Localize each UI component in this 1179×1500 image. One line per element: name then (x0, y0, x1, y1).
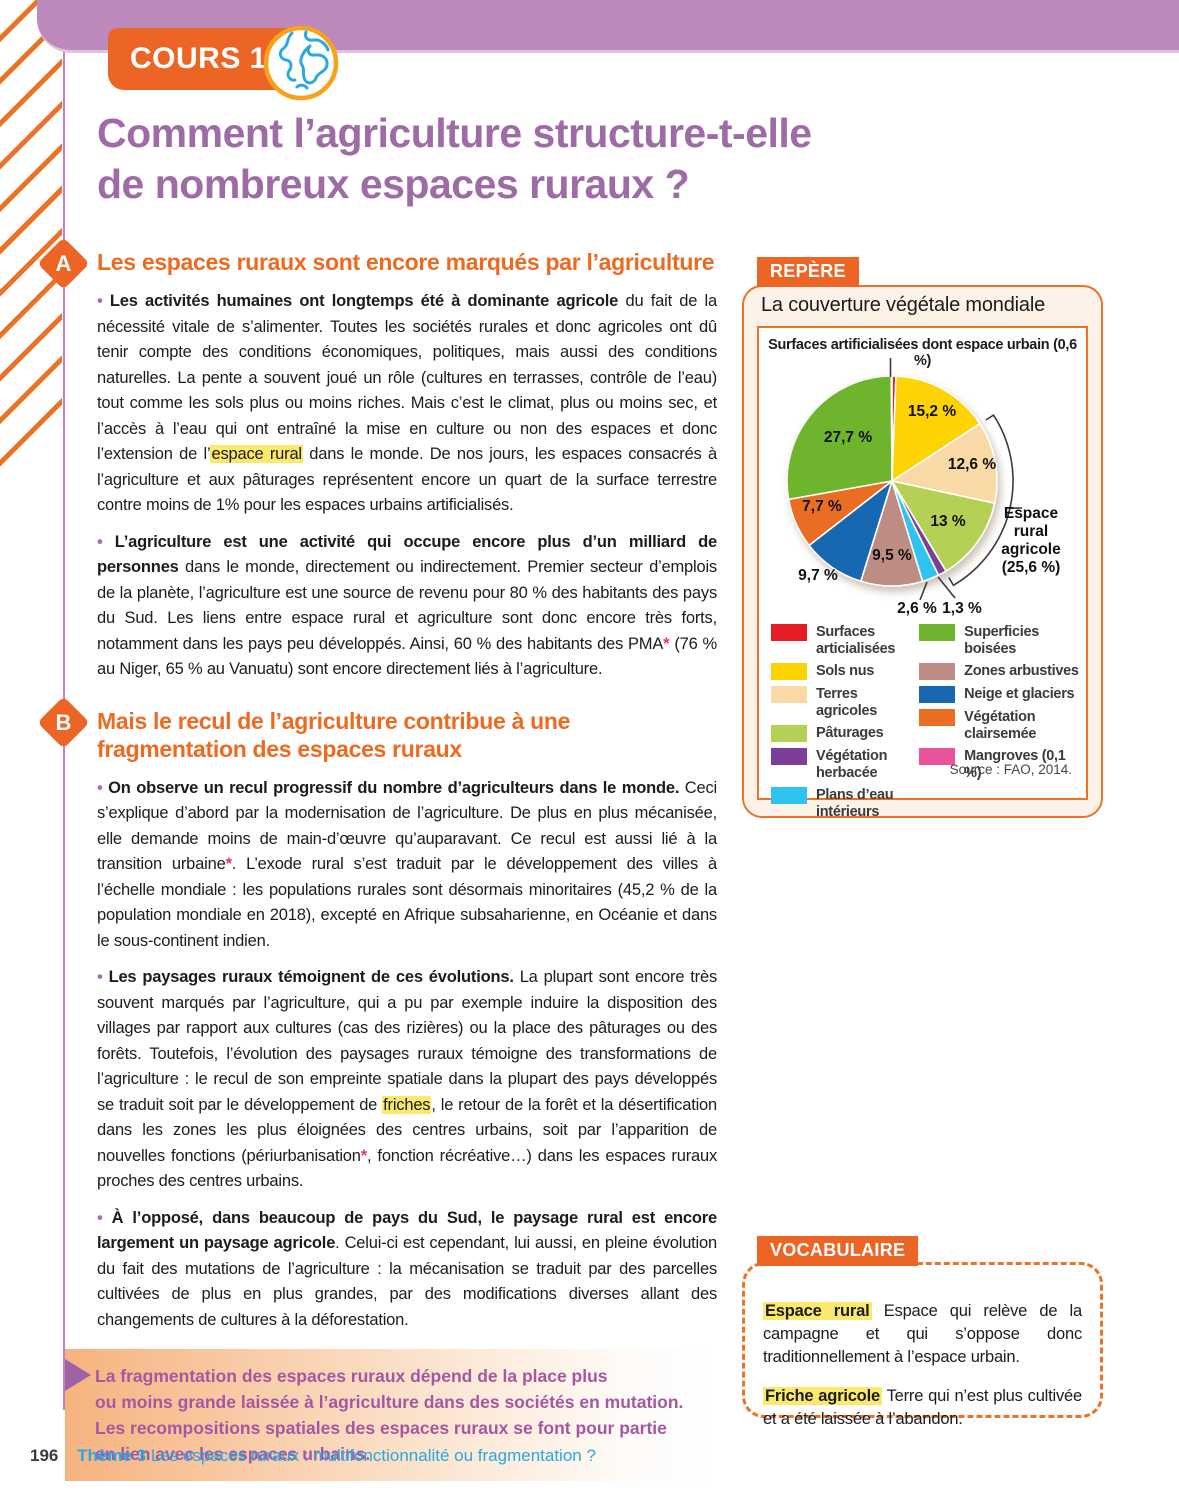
legend-label: Surfaces articialisées (816, 624, 896, 657)
pie-chart-figure: Surfaces artificialisées dont espace urb… (757, 326, 1090, 820)
legend-swatch-paturages (771, 725, 807, 742)
chart-callout-lines (889, 358, 1023, 601)
vocabulaire-box: Espace rural Espace qui relève de la cam… (742, 1262, 1103, 1428)
pie-label-terres-agricoles: 12,6 % (947, 456, 997, 473)
legend-column-left: Surfaces articialisées Sols nus Terres agr… (771, 624, 919, 826)
chart-source: Source : FAO, 2014. (949, 762, 1072, 777)
legend-swatch-plans-eau-interieurs (771, 787, 807, 804)
pie-slice-mangroves (890, 375, 893, 482)
paragraph-a2: • L’agriculture est une activité qui occ… (97, 532, 717, 679)
theme-title: Les espaces ruraux : multifonctionnalité… (150, 1446, 596, 1465)
section-a-heading: A Les espaces ruraux sont encore marqués… (37, 237, 717, 290)
corner-stripes-decoration (0, 0, 62, 488)
legend-item-vegetation-herbacee: Végétation herbacée (771, 748, 919, 781)
legend-swatch-neige-et-glaciers (919, 686, 956, 703)
legend-item-mangroves: Mangroves (0,1 %) (919, 748, 1080, 781)
page-number: 196 (30, 1446, 59, 1465)
legend-item-zones-arbustives: Zones arbustives (919, 663, 1080, 680)
legend-swatch-surfaces-artificialisees (771, 624, 807, 641)
summary-arrow-icon (65, 1359, 91, 1391)
paragraph-a1: • Les activités humaines ont longtemps é… (97, 292, 717, 514)
chart-legend: Surfaces articialisées Sols nus Terres agr… (771, 624, 1080, 826)
vocabulaire-label: VOCABULAIRE (757, 1236, 919, 1266)
vocab-definition: Terre qui n’est plus cultivée et a été l… (763, 1387, 1082, 1428)
legend-swatch-sols-nus (771, 663, 807, 680)
page-footer: 196 Thème 3 Les espaces ruraux : multifo… (30, 1446, 596, 1466)
summary-box: La fragmentation des espaces ruraux dépe… (65, 1349, 713, 1481)
pie-slice-sols-nus (891, 375, 982, 483)
vocab-term: Espace rural (763, 1301, 872, 1320)
legend-label: Zones arbustives (964, 663, 1079, 679)
legend-item-terres-agricoles: Terres agricoles (771, 686, 919, 719)
pie-slice-terres-agricoles (889, 422, 998, 505)
section-b-marker: B (37, 695, 90, 749)
pie-label-vegetation-herbacee: 1,3 % (942, 600, 982, 617)
paragraph-b2: • Les paysages ruraux témoignent de ces … (97, 968, 717, 1190)
chart-annotation: Surfaces artificialisées dont espace urb… (768, 337, 1077, 369)
legend-label: Végétation clairsemée (964, 709, 1037, 742)
legend-item-superficies-boisees: Superficies boisées (919, 624, 1080, 657)
bracket-label-espace-rural-agricole: Espace rural agricole (25,6 %) (1001, 505, 1061, 576)
legend-label: Sols nus (816, 663, 875, 679)
legend-label: Superficies boisées (964, 624, 1040, 657)
vocab-entry-friche-agricole: Friche agricole Terre qui n’est plus cul… (763, 1385, 1082, 1431)
legend-column-right: Superficies boisées Zones arbustives Neige… (919, 624, 1080, 826)
legend-swatch-mangroves (919, 748, 956, 765)
legend-item-sols-nus: Sols nus (771, 663, 919, 680)
vocab-entry-espace-rural: Espace rural Espace qui relève de la cam… (763, 1300, 1082, 1369)
pie-label-vegetation-clairsemee: 7,7 % (802, 498, 842, 515)
cours-label: COURS 1 (130, 42, 267, 75)
paragraph-b3: • À l’opposé, dans beaucoup de pays du S… (97, 1208, 717, 1329)
legend-item-paturages: Pâturages (771, 725, 919, 742)
globe-icon (262, 24, 340, 107)
pie-label-sols-nus: 15,2 % (907, 403, 957, 420)
legend-label: Terres agricoles (816, 686, 877, 719)
summary-text: La fragmentation des espaces ruraux dépe… (95, 1366, 684, 1464)
page-title: Comment l’agriculture structure-t-elle d… (97, 110, 812, 207)
legend-label: Neige et glaciers (964, 686, 1075, 702)
legend-label: Végétation herbacée (816, 748, 888, 781)
pie-label-neige-glaciers: 9,7 % (798, 567, 838, 584)
legend-label: Pâturages (816, 725, 884, 741)
repere-label: REPÈRE (757, 257, 859, 287)
paragraph-b1: • On observe un recul progressif du nomb… (97, 778, 718, 950)
pie-slice-superficies-boisees (786, 375, 893, 501)
section-b-heading: B Mais le recul de l’agriculture contrib… (37, 695, 717, 763)
pie-label-plans-eau: 2,6 % (897, 600, 937, 617)
legend-swatch-vegetation-herbacee (771, 748, 807, 765)
theme-label: Thème 3 (77, 1446, 147, 1465)
pie-chart: 15,2 % 12,6 % 13 % 27,7 % 7,7 % 9,7 % 9,… (759, 328, 1090, 628)
legend-swatch-vegetation-clairsemee (919, 709, 956, 726)
chart-title: La couverture végétale mondiale (761, 294, 1045, 316)
legend-label: Plans d’eau intérieurs (816, 787, 894, 820)
legend-swatch-zones-arbustives (919, 663, 956, 680)
vocab-definition: Espace qui relève de la campagne et qui … (763, 1301, 1082, 1366)
legend-item-neige-et-glaciers: Neige et glaciers (919, 686, 1080, 703)
legend-item-vegetation-clairsemee: Végétation clairsemée (919, 709, 1080, 742)
legend-swatch-superficies-boisees (919, 624, 956, 641)
main-text-column: A Les espaces ruraux sont encore marqués… (37, 237, 718, 1481)
legend-swatch-terres-agricoles (771, 686, 807, 703)
legend-item-plans-eau-interieurs: Plans d’eau intérieurs (771, 787, 919, 820)
pie-label-paturages: 13 % (930, 513, 966, 530)
legend-item-surfaces-artificialisees: Surfaces articialisées (771, 624, 919, 657)
pie-label-superficies-boisees: 27,7 % (823, 429, 873, 446)
pie-slice-paturages (890, 479, 996, 573)
vocab-term: Friche agricole (763, 1387, 882, 1405)
legend-label: Mangroves (0,1 %) (964, 748, 1066, 781)
pie-label-zones-arbustives: 9,5 % (872, 547, 912, 564)
